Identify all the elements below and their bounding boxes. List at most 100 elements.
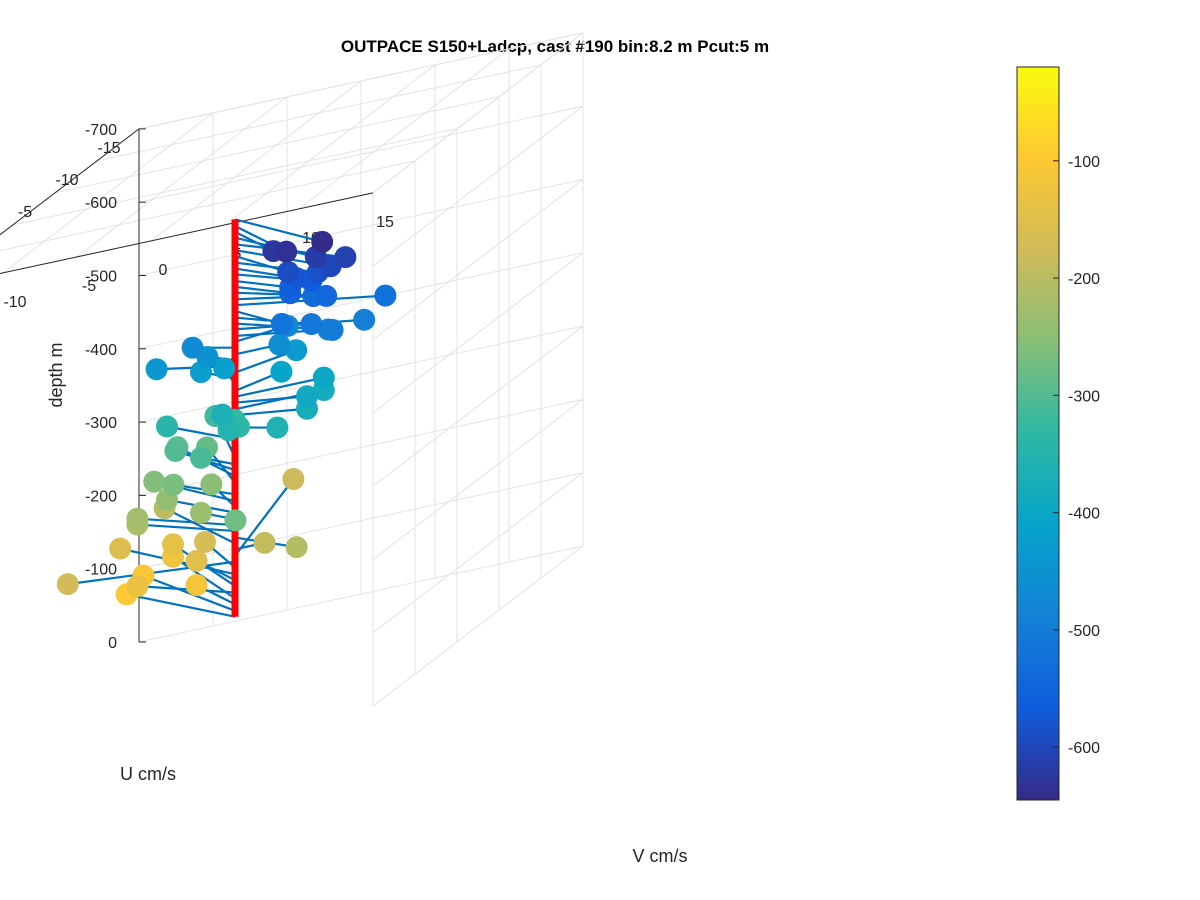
velocity-point — [268, 333, 291, 356]
u-tick-label: -15 — [97, 140, 120, 157]
u-tick-label: -5 — [18, 204, 32, 221]
velocity-point — [282, 468, 305, 491]
v-tick-label: 15 — [376, 214, 394, 231]
chart-title: OUTPACE S150+Ladcp, cast #190 bin:8.2 m … — [341, 37, 769, 56]
grid-line — [54, 96, 500, 194]
velocity-point — [211, 403, 234, 426]
velocity-point — [164, 439, 187, 462]
velocity-point — [190, 501, 212, 524]
velocity-point — [185, 574, 208, 597]
velocity-stem — [137, 517, 236, 527]
velocity-stem — [234, 376, 325, 398]
velocity-point — [126, 507, 149, 530]
depth-tick-label: -400 — [85, 342, 117, 359]
grid-line — [372, 545, 584, 707]
v-tick-label: -10 — [3, 294, 26, 311]
velocity-point — [285, 536, 308, 559]
velocity-stem — [164, 507, 236, 545]
velocity-stem — [234, 395, 308, 404]
u-tick-label: -10 — [55, 172, 78, 189]
colorbar-tick-label: -100 — [1068, 154, 1100, 171]
grid-line — [96, 64, 542, 162]
colorbar-tick-label: -400 — [1068, 506, 1100, 523]
grid-line — [138, 252, 584, 350]
velocity-point — [300, 313, 323, 336]
velocity-point — [181, 336, 204, 359]
grid-line — [298, 48, 510, 210]
grid-line — [2, 112, 214, 274]
axes-frame — [0, 128, 374, 643]
grid-line — [138, 179, 584, 276]
velocity-stem — [234, 478, 295, 557]
grid-line — [372, 32, 584, 194]
depth-tick-label: -500 — [85, 269, 117, 286]
grid-line — [138, 32, 584, 130]
velocity-point — [126, 575, 149, 598]
colorbar: -100 -200 -300 -400 -500 -600 — [1016, 66, 1100, 801]
colorbar-tick-labels: -100 -200 -300 -400 -500 -600 — [1053, 154, 1100, 757]
colorbar-tick-label: -500 — [1068, 623, 1100, 640]
velocity-point — [213, 357, 236, 380]
grid-line — [372, 252, 584, 414]
velocity-point — [334, 246, 357, 269]
grid-line — [372, 179, 584, 340]
velocity-point — [224, 509, 247, 532]
x-axis-label: U cm/s — [120, 764, 176, 784]
velocity-point — [145, 358, 168, 381]
grid-line — [138, 545, 584, 643]
axes-box: 0-100-200-300-400-500-600-700 -15-10-505… — [0, 32, 584, 707]
grid-line — [372, 325, 584, 487]
velocity-point — [162, 473, 185, 496]
velocity-stem — [234, 407, 308, 417]
velocity-point — [270, 312, 293, 335]
velocity-point — [277, 261, 300, 284]
depth-tick-label: -200 — [85, 488, 117, 505]
grid-lines — [0, 32, 584, 707]
colorbar-tick-label: -200 — [1068, 271, 1100, 288]
grid-line — [150, 80, 362, 242]
velocity-point — [143, 470, 166, 493]
velocity-points — [56, 230, 397, 606]
velocity-point — [185, 549, 208, 572]
velocity-stem — [234, 295, 314, 301]
velocity-point — [315, 284, 338, 307]
v-tick-label: -5 — [82, 278, 96, 295]
velocity-point — [156, 415, 178, 438]
velocity-point — [311, 230, 334, 253]
velocity-point — [109, 537, 132, 560]
velocity-stem — [137, 523, 236, 533]
grid-line — [372, 105, 584, 267]
grid-line — [76, 96, 288, 258]
velocity-point — [296, 385, 318, 408]
velocity-point — [190, 446, 212, 469]
y-axis-label: V cm/s — [632, 846, 687, 866]
grid-line — [372, 399, 584, 560]
colorbar-tick-label: -600 — [1068, 740, 1100, 757]
depth-tick-labels: 0 -100 -200 -300 -400 -500 -600 -700 — [85, 122, 117, 652]
depth-tick-label: 0 — [108, 635, 117, 652]
velocity-point — [194, 530, 216, 553]
velocity-point — [275, 240, 298, 263]
depth-tick-label: -700 — [85, 122, 117, 139]
colorbar-tick-label: -300 — [1068, 388, 1100, 405]
velocity-stem — [126, 593, 236, 618]
grid-line — [138, 472, 584, 570]
z-axis-label: depth m — [46, 342, 66, 407]
velocity-point — [162, 533, 184, 556]
v-tick-label: 0 — [159, 262, 168, 279]
colorbar-scale — [1016, 66, 1060, 801]
velocity-point — [285, 339, 308, 362]
grid-line — [224, 64, 436, 226]
velocity-stem — [234, 218, 323, 243]
depth-tick-label: -600 — [85, 195, 117, 212]
velocity-point — [56, 573, 79, 596]
axis-edge — [0, 192, 374, 275]
velocity-stem — [143, 574, 236, 612]
velocity-point — [312, 366, 335, 389]
axis-edge — [0, 128, 140, 236]
grid-line — [12, 128, 458, 226]
velocity-point — [374, 284, 397, 307]
velocity-point — [266, 416, 289, 439]
velocity-point — [353, 308, 376, 331]
